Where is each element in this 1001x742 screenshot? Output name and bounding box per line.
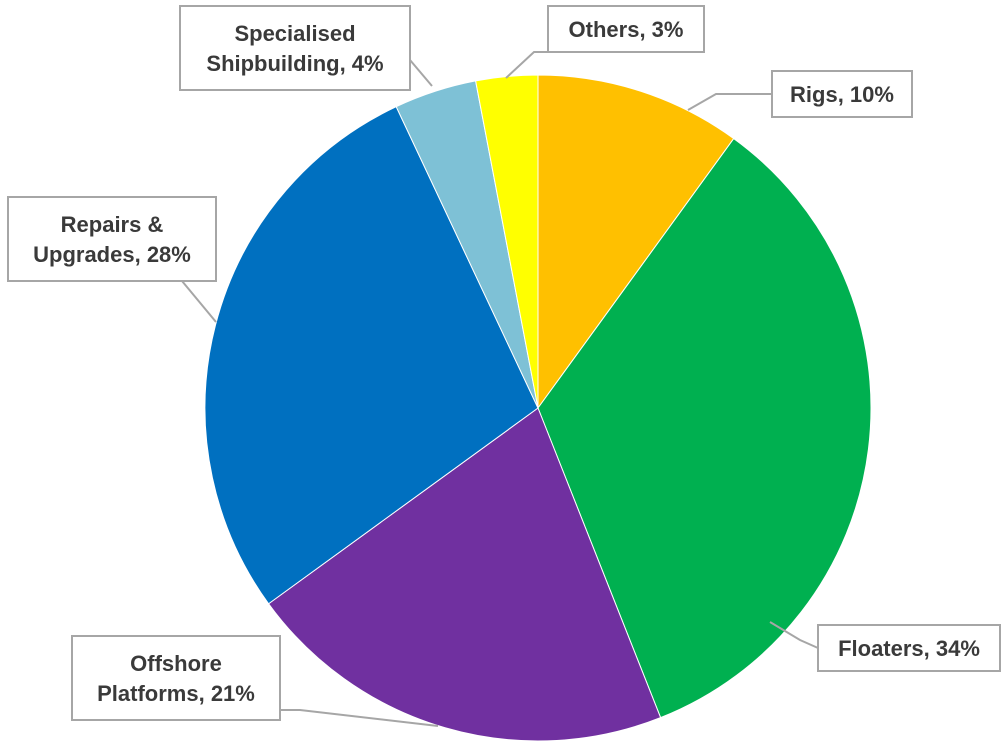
pie-slice-repairs-upgrades bbox=[204, 106, 539, 605]
data-label-floaters: Floaters, 34% bbox=[817, 624, 1001, 672]
data-label-box-offshore-platforms bbox=[71, 635, 281, 721]
data-label-box-floaters bbox=[817, 624, 1001, 672]
data-label-offshore-platforms: Offshore Platforms, 21% bbox=[71, 635, 281, 721]
data-label-box-specialised-shipbuilding bbox=[179, 5, 411, 91]
data-label-text-specialised-shipbuilding: Shipbuilding, 4% bbox=[206, 51, 383, 76]
leader-line-repairs-upgrades bbox=[181, 280, 217, 323]
data-label-rigs: Rigs, 10% bbox=[771, 70, 913, 118]
data-label-text-repairs-upgrades: Repairs & bbox=[61, 212, 164, 237]
data-label-text-others: Others, 3% bbox=[569, 17, 684, 42]
pie-slice-offshore-platforms bbox=[267, 407, 662, 742]
leader-line-floaters bbox=[769, 621, 819, 649]
data-label-text-floaters: Floaters, 34% bbox=[838, 636, 980, 661]
data-label-box-repairs-upgrades bbox=[7, 196, 217, 282]
data-label-repairs-upgrades: Repairs & Upgrades, 28% bbox=[7, 196, 217, 282]
pie-slice-rigs bbox=[537, 74, 735, 410]
leader-line-specialised-shipbuilding bbox=[409, 59, 433, 87]
data-label-specialised-shipbuilding: Specialised Shipbuilding, 4% bbox=[179, 5, 411, 91]
leader-line-others bbox=[505, 51, 548, 79]
leader-line-rigs bbox=[687, 93, 772, 111]
data-labels: Rigs, 10% Floaters, 34% Offshore Platforms,… bbox=[7, 5, 1001, 721]
pie-slice-floaters bbox=[537, 137, 872, 719]
leader-line-offshore-platforms bbox=[280, 709, 439, 727]
data-label-others: Others, 3% bbox=[547, 5, 705, 53]
data-label-text-offshore-platforms: Platforms, 21% bbox=[97, 681, 255, 706]
pie-slices bbox=[204, 74, 872, 742]
data-label-text-rigs: Rigs, 10% bbox=[790, 82, 894, 107]
leader-lines bbox=[181, 51, 819, 727]
data-label-text-repairs-upgrades: Upgrades, 28% bbox=[33, 242, 191, 267]
data-label-box-rigs bbox=[771, 70, 913, 118]
data-label-text-offshore-platforms: Offshore bbox=[130, 651, 222, 676]
data-label-box-others bbox=[547, 5, 705, 53]
data-label-text-specialised-shipbuilding: Specialised bbox=[234, 21, 355, 46]
